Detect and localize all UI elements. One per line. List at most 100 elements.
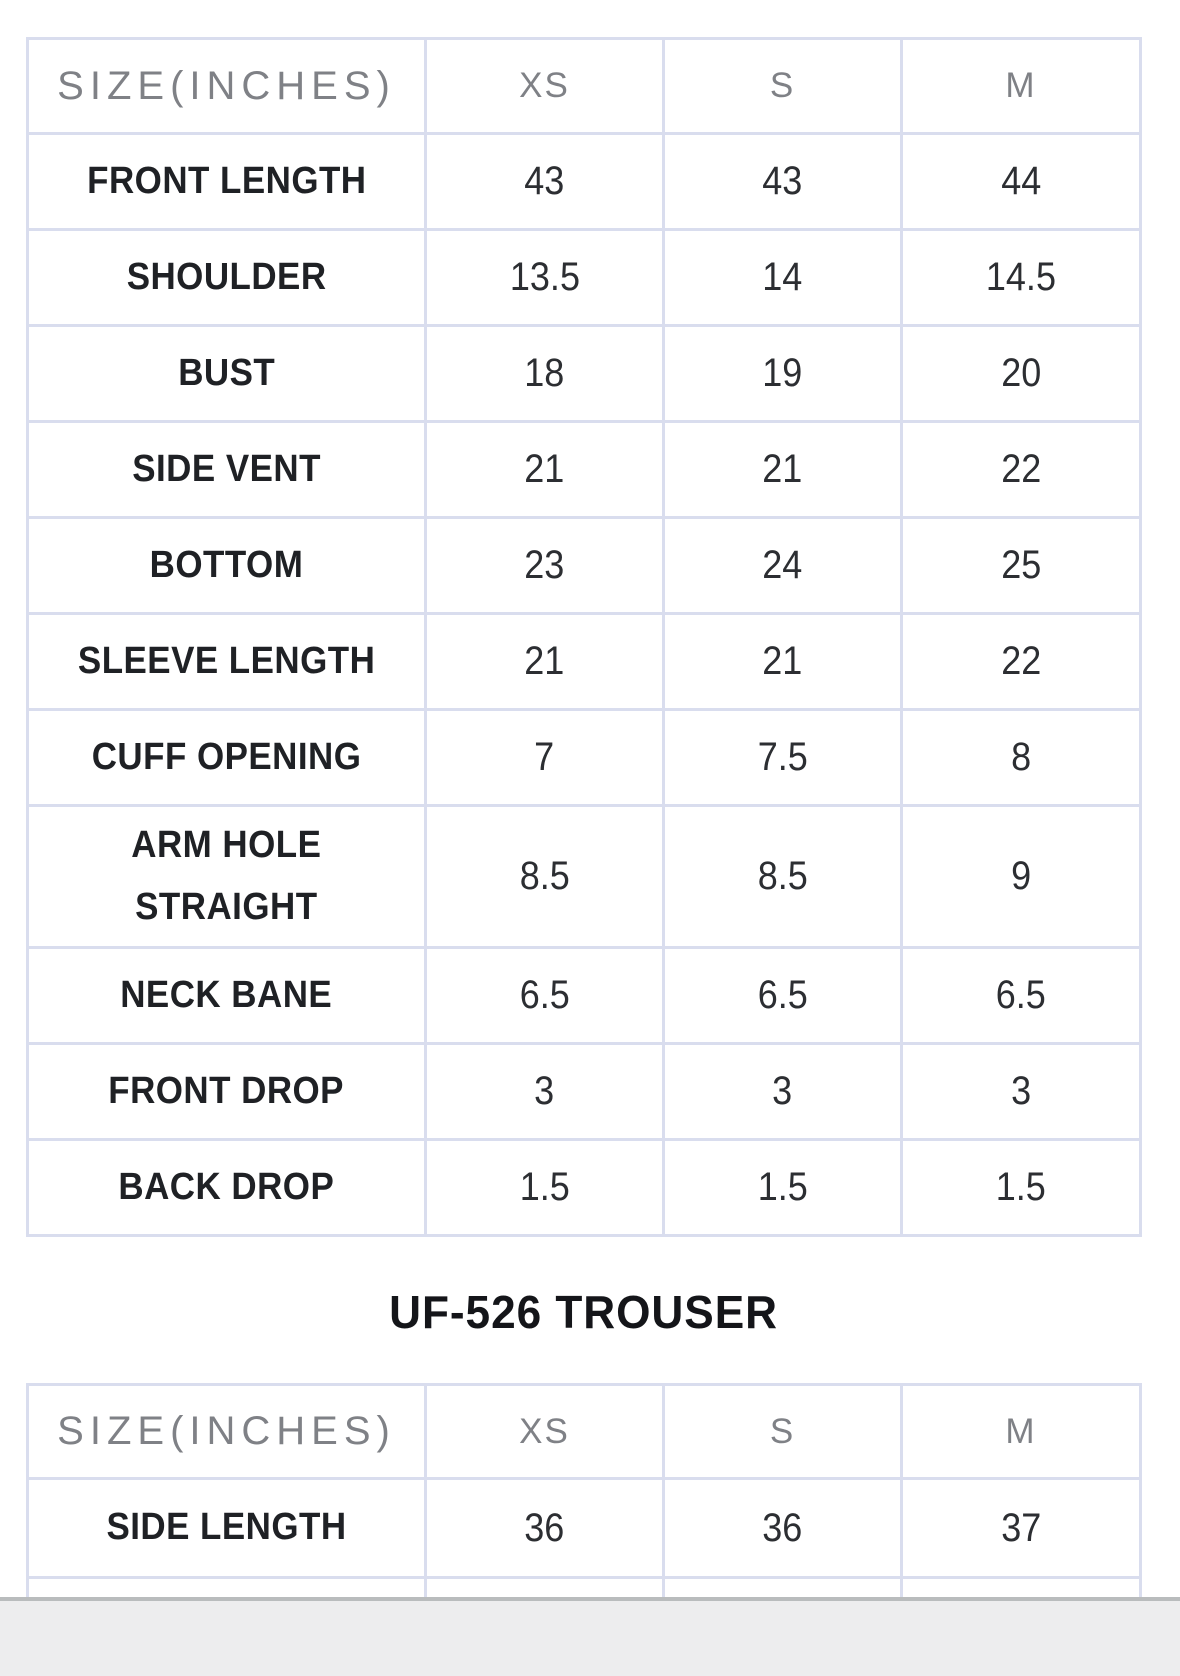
measurement-value-cell: 23 (427, 519, 662, 612)
measurement-value: 1.5 (995, 1165, 1047, 1209)
measurement-value-cell: 36 (427, 1480, 662, 1576)
header-label: S (769, 1411, 796, 1451)
measurement-value: 22 (1000, 447, 1042, 491)
measurement-value-cell: 3 (427, 1045, 662, 1138)
measurement-value-cell: 36 (665, 1480, 900, 1576)
measurement-label-cell: ARM HOLE STRAIGHT (29, 807, 424, 946)
trouser-section-title: UF-526 TROUSER (26, 1240, 1142, 1383)
measurement-label-cell: BOTTOM (29, 519, 424, 612)
measurement-value-cell: 6.5 (665, 949, 900, 1042)
measurement-value: 14.5 (985, 255, 1057, 299)
header-label: XS (519, 1411, 570, 1451)
measurement-value-cell: 20 (903, 327, 1139, 420)
measurement-value: 3 (772, 1069, 793, 1113)
measurement-label: SLEEVE LENGTH (77, 639, 376, 682)
measurement-value: 25 (1000, 543, 1042, 587)
measurement-value: 1.5 (519, 1165, 570, 1209)
size-column-header-cell: M (903, 40, 1139, 132)
measurement-value-cell: 43 (427, 135, 662, 228)
measurement-label: BACK DROP (118, 1165, 335, 1208)
measurement-value: 6.5 (519, 973, 570, 1017)
measurement-value: 6.5 (995, 973, 1047, 1017)
measurement-label: SIDE LENGTH (106, 1506, 347, 1549)
size-column-header-cell: S (665, 1386, 900, 1477)
measurement-value-cell: 25 (903, 519, 1139, 612)
size-column-header-cell: XS (427, 1386, 662, 1477)
measurement-value: 14 (762, 255, 803, 299)
measurement-value: 18 (524, 351, 565, 395)
size-unit-header-cell: SIZE(INCHES) (29, 1386, 424, 1477)
measurement-value: 20 (1000, 351, 1042, 395)
measurement-label-cell: SIDE LENGTH (29, 1480, 424, 1576)
measurement-value-cell: 43 (665, 135, 900, 228)
measurement-label: CUFF OPENING (91, 735, 362, 778)
size-column-header-cell: XS (427, 40, 662, 132)
measurement-label-cell: SHOULDER (29, 231, 424, 324)
measurement-value-cell: 6.5 (903, 949, 1139, 1042)
measurement-value: 13.5 (509, 255, 580, 299)
measurement-label: SIDE VENT (132, 447, 321, 490)
measurement-value-cell: 21 (427, 423, 662, 516)
measurement-value: 43 (762, 159, 803, 203)
measurement-value-cell: 14 (665, 231, 900, 324)
measurement-value: 19 (762, 351, 803, 395)
measurement-label: BUST (177, 351, 276, 394)
measurement-value: 22 (1000, 639, 1042, 683)
measurement-value-cell: 14.5 (903, 231, 1139, 324)
measurement-value: 7 (534, 735, 555, 779)
measurement-label-cell: CUFF OPENING (29, 711, 424, 804)
measurement-value-cell: 37 (903, 1480, 1139, 1576)
measurement-label-cell: FRONT LENGTH (29, 135, 424, 228)
measurement-value: 21 (762, 639, 803, 683)
measurement-value: 43 (524, 159, 565, 203)
bottom-gray-band (0, 1597, 1180, 1676)
header-label: SIZE(INCHES) (57, 63, 396, 108)
measurement-value: 1.5 (757, 1165, 808, 1209)
measurement-value: 24 (762, 543, 803, 587)
measurement-value-cell: 44 (903, 135, 1139, 228)
measurement-label-cell: NECK BANE (29, 949, 424, 1042)
measurement-value-cell: 3 (665, 1045, 900, 1138)
header-label: M (1005, 66, 1037, 105)
measurement-value-cell: 21 (427, 615, 662, 708)
measurement-value: 3 (534, 1069, 555, 1113)
measurement-label: FRONT LENGTH (86, 159, 367, 202)
measurement-value-cell: 9 (903, 807, 1139, 946)
measurement-label-cell: SIDE VENT (29, 423, 424, 516)
measurement-value-cell: 1.5 (427, 1141, 662, 1234)
measurement-label-cell: SLEEVE LENGTH (29, 615, 424, 708)
measurement-value: 8.5 (757, 854, 808, 898)
measurement-value-cell: 6.5 (427, 949, 662, 1042)
measurement-value: 3 (1010, 1069, 1032, 1113)
header-label: M (1005, 1411, 1037, 1451)
measurement-label: FRONT DROP (108, 1069, 345, 1112)
measurement-label: SHOULDER (126, 255, 327, 298)
measurement-value-cell: 22 (903, 423, 1139, 516)
measurement-value-cell: 8 (903, 711, 1139, 804)
measurement-value: 9 (1010, 854, 1032, 898)
measurement-value: 21 (524, 447, 565, 491)
size-column-header-cell: S (665, 40, 900, 132)
measurement-value: 36 (524, 1505, 565, 1550)
measurement-value: 7.5 (757, 735, 808, 779)
header-label: XS (519, 66, 570, 105)
measurement-label-cell: BUST (29, 327, 424, 420)
measurement-value-cell: 7 (427, 711, 662, 804)
measurement-value: 8 (1010, 735, 1032, 779)
measurement-value: 44 (1000, 159, 1042, 203)
trouser-section-title-text: UF-526 TROUSER (389, 1285, 779, 1338)
measurement-value: 36 (762, 1505, 803, 1550)
size-column-header-cell: M (903, 1386, 1139, 1477)
measurement-value-cell: 7.5 (665, 711, 900, 804)
measurement-label: NECK BANE (120, 973, 333, 1016)
measurement-value-cell: 3 (903, 1045, 1139, 1138)
measurement-value-cell: 18 (427, 327, 662, 420)
measurement-value-cell: 8.5 (665, 807, 900, 946)
measurement-label-cell: BACK DROP (29, 1141, 424, 1234)
measurement-value: 21 (524, 639, 565, 683)
measurement-value: 6.5 (757, 973, 808, 1017)
measurement-value-cell: 21 (665, 615, 900, 708)
header-label: SIZE(INCHES) (57, 1409, 396, 1453)
measurement-value-cell: 1.5 (665, 1141, 900, 1234)
measurement-label: ARM HOLE STRAIGHT (131, 823, 322, 928)
